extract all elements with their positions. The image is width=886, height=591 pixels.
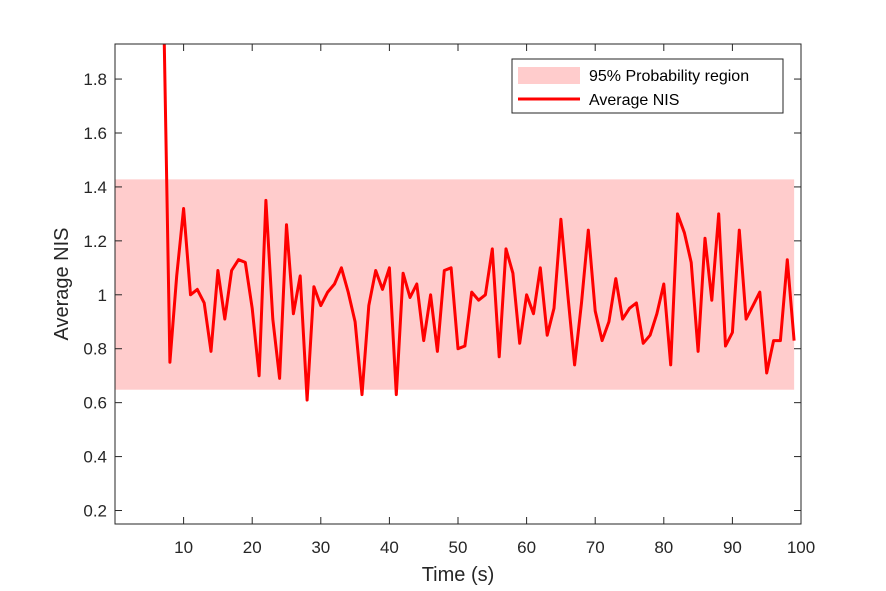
y-axis-ticks: 0.2 0.4 0.6 0.8 1 1.2 1.4 1.6 1.8 (83, 70, 801, 521)
legend: 95% Probability region Average NIS (511, 58, 784, 114)
x-tick-label: 80 (654, 538, 673, 557)
x-tick-label: 20 (243, 538, 262, 557)
legend-band-label: 95% Probability region (589, 68, 749, 85)
y-tick-label: 0.8 (83, 340, 107, 359)
y-tick-label: 1.8 (83, 70, 107, 89)
y-tick-label: 1.2 (83, 232, 107, 251)
average-nis-line (162, 44, 796, 402)
x-tick-label: 70 (586, 538, 605, 557)
x-tick-label: 60 (517, 538, 536, 557)
y-tick-label: 1.4 (83, 178, 107, 197)
x-axis-ticks: 10 20 30 40 50 60 70 80 90 100 (174, 44, 815, 557)
x-tick-label: 10 (174, 538, 193, 557)
x-tick-label: 40 (380, 538, 399, 557)
y-axis-title: Average NIS (51, 227, 73, 340)
x-tick-label: 30 (311, 538, 330, 557)
x-axis-title: Time (s) (422, 564, 495, 586)
legend-line-label: Average NIS (589, 92, 679, 109)
y-tick-label: 0.4 (83, 448, 107, 467)
y-tick-label: 0.6 (83, 394, 107, 413)
legend-band-swatch (518, 67, 580, 84)
x-tick-label: 90 (723, 538, 742, 557)
x-tick-label: 100 (787, 538, 815, 557)
y-tick-label: 0.2 (83, 502, 107, 521)
x-tick-label: 50 (449, 538, 468, 557)
y-tick-label: 1.6 (83, 124, 107, 143)
series-layer (162, 44, 796, 402)
y-tick-label: 1 (98, 286, 107, 305)
